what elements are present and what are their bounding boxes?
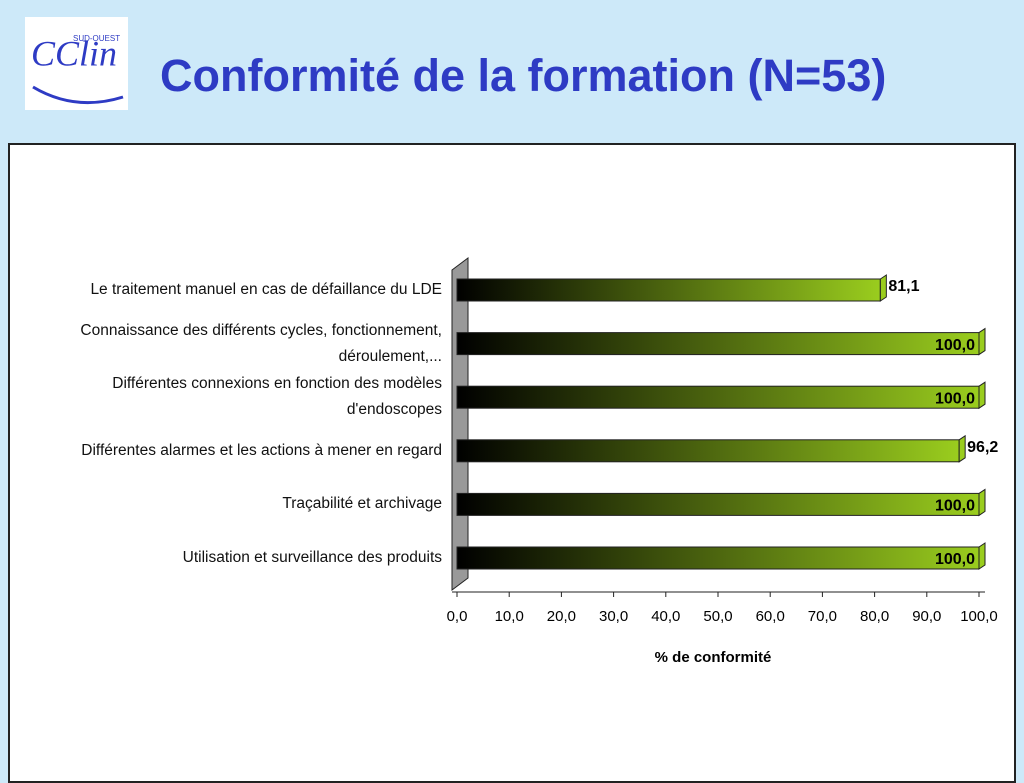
bar: [456, 492, 980, 516]
value-label: 96,2: [967, 439, 998, 456]
bar-cap: [978, 381, 986, 410]
category-label: Différentes connexions en fonction des m…: [112, 375, 442, 419]
x-tick-label: 40,0: [651, 608, 680, 625]
bar-cap: [879, 274, 887, 302]
category-label: Traçabilité et archivage: [282, 495, 442, 513]
x-tick-label: 70,0: [808, 608, 837, 625]
chart-panel: [8, 143, 1016, 783]
x-tick-label: 80,0: [860, 608, 889, 625]
x-tick-label: 0,0: [447, 608, 468, 625]
value-label: 100,0: [935, 498, 975, 515]
x-tick-label: 90,0: [912, 608, 941, 625]
back-wall: [451, 257, 469, 591]
bar-cap: [978, 488, 986, 517]
bar: [456, 546, 980, 570]
value-label: 100,0: [935, 337, 975, 354]
bar-cap: [978, 542, 986, 570]
x-tick-label: 100,0: [960, 608, 998, 625]
category-label: Différentes alarmes et les actions à men…: [81, 441, 442, 459]
bar: [456, 439, 960, 463]
logo-text: CClin: [31, 33, 117, 73]
logo: CClin SUD-OUEST: [25, 17, 128, 110]
x-tick-label: 50,0: [703, 608, 732, 625]
bar: [456, 332, 980, 356]
x-tick-label: 20,0: [547, 608, 576, 625]
x-tick-label: 60,0: [756, 608, 785, 625]
category-label: Utilisation et surveillance des produits: [182, 549, 442, 566]
value-label: 81,1: [888, 278, 919, 295]
bar-cap: [978, 327, 986, 356]
category-label: Connaissance des différents cycles, fonc…: [80, 321, 442, 365]
value-label: 100,0: [935, 551, 975, 568]
logo-subtext: SUD-OUEST: [73, 34, 120, 43]
x-axis-title: % de conformité: [655, 649, 772, 666]
x-tick-label: 10,0: [495, 608, 524, 625]
category-label: Le traitement manuel en cas de défaillan…: [90, 281, 442, 298]
logo-graphic: CClin SUD-OUEST: [31, 33, 124, 105]
bar: [456, 278, 881, 302]
x-tick-label: 30,0: [599, 608, 628, 625]
value-label: 100,0: [935, 390, 975, 407]
title: Conformité de la formation (N=53): [160, 50, 887, 101]
bar-cap: [958, 434, 966, 463]
bar: [456, 385, 980, 409]
